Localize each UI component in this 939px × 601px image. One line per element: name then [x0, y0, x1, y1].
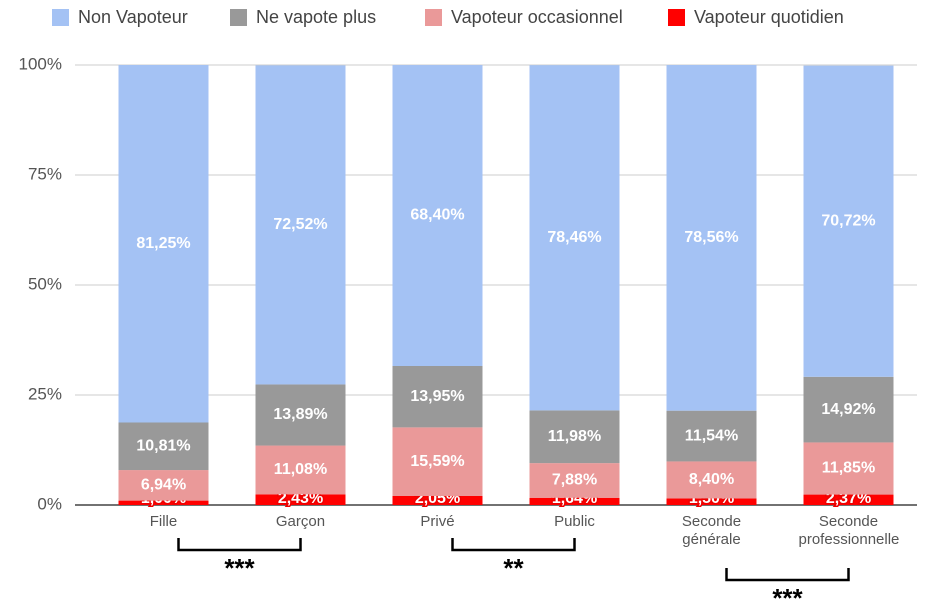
value-label: 78,56% [684, 229, 738, 246]
y-tick-label: 0% [37, 494, 62, 513]
bar-segment [255, 384, 346, 446]
bar-segment [392, 65, 483, 367]
bar-segment [529, 463, 620, 498]
y-tick-label: 100% [19, 54, 62, 73]
bar-segment [529, 497, 620, 505]
x-tick-label: Public [554, 513, 595, 530]
bar-segment [118, 65, 209, 423]
value-label: 72,52% [273, 216, 327, 233]
bar-segment [666, 65, 757, 411]
legend-swatch [52, 9, 69, 26]
value-label: 14,92% [821, 401, 875, 418]
value-label: 70,72% [821, 212, 875, 229]
value-label: 11,08% [274, 461, 327, 478]
value-label: 78,46% [547, 229, 601, 246]
bar-segment [118, 500, 209, 505]
value-label: 11,98% [548, 428, 601, 445]
x-tick-label: Privé [420, 513, 455, 530]
bar-segment [392, 366, 483, 428]
significance-bracket [725, 568, 850, 582]
value-label: 8,40% [689, 471, 734, 488]
bar-segment [255, 494, 346, 505]
significance-label: *** [224, 553, 255, 583]
legend-label: Vapoteur occasionnel [451, 7, 623, 27]
value-label: 6,94% [141, 477, 186, 494]
bar-segment [666, 410, 757, 462]
bar-segment [803, 494, 894, 505]
value-label: 68,40% [410, 207, 464, 224]
bar-segment [255, 65, 346, 385]
bar-segment [118, 470, 209, 501]
legend-swatch [425, 9, 442, 26]
value-label: 13,89% [273, 406, 327, 423]
legend-swatch [230, 9, 247, 26]
significance-label: ** [503, 553, 524, 583]
bar-segment [803, 65, 894, 377]
bar-segment [392, 495, 483, 505]
x-tick-label: Seconde professionnelle [798, 513, 900, 548]
bar-segment [803, 376, 894, 443]
significance-label: *** [772, 583, 803, 601]
bar-segment [392, 427, 483, 496]
x-tick-label: Garçon [275, 513, 326, 530]
y-tick-label: 50% [28, 274, 62, 293]
significance-bracket [177, 538, 302, 552]
significance-bracket [451, 538, 576, 552]
value-label: 81,25% [136, 235, 190, 252]
bar-segment [529, 410, 620, 464]
bar-segment [666, 461, 757, 499]
value-label: 11,85% [822, 460, 875, 477]
y-tick-label: 75% [28, 164, 62, 183]
value-label: 7,88% [552, 472, 597, 489]
value-label: 15,59% [410, 453, 464, 470]
bar-segment [529, 65, 620, 411]
y-tick-label: 25% [28, 384, 62, 403]
value-label: 10,81% [136, 438, 190, 455]
legend-label: Vapoteur quotidien [694, 7, 844, 27]
legend-label: Non Vapoteur [78, 7, 188, 27]
bar-segment [255, 445, 346, 495]
x-tick-label: Seconde générale [681, 513, 742, 548]
bar-segment [118, 422, 209, 471]
legend-label: Ne vapote plus [256, 7, 376, 27]
bar-segment [803, 442, 894, 495]
bar-segment [666, 498, 757, 505]
value-label: 13,95% [410, 388, 464, 405]
value-label: 11,54% [685, 427, 738, 444]
x-tick-label: Fille [149, 513, 178, 530]
legend-swatch [668, 9, 685, 26]
